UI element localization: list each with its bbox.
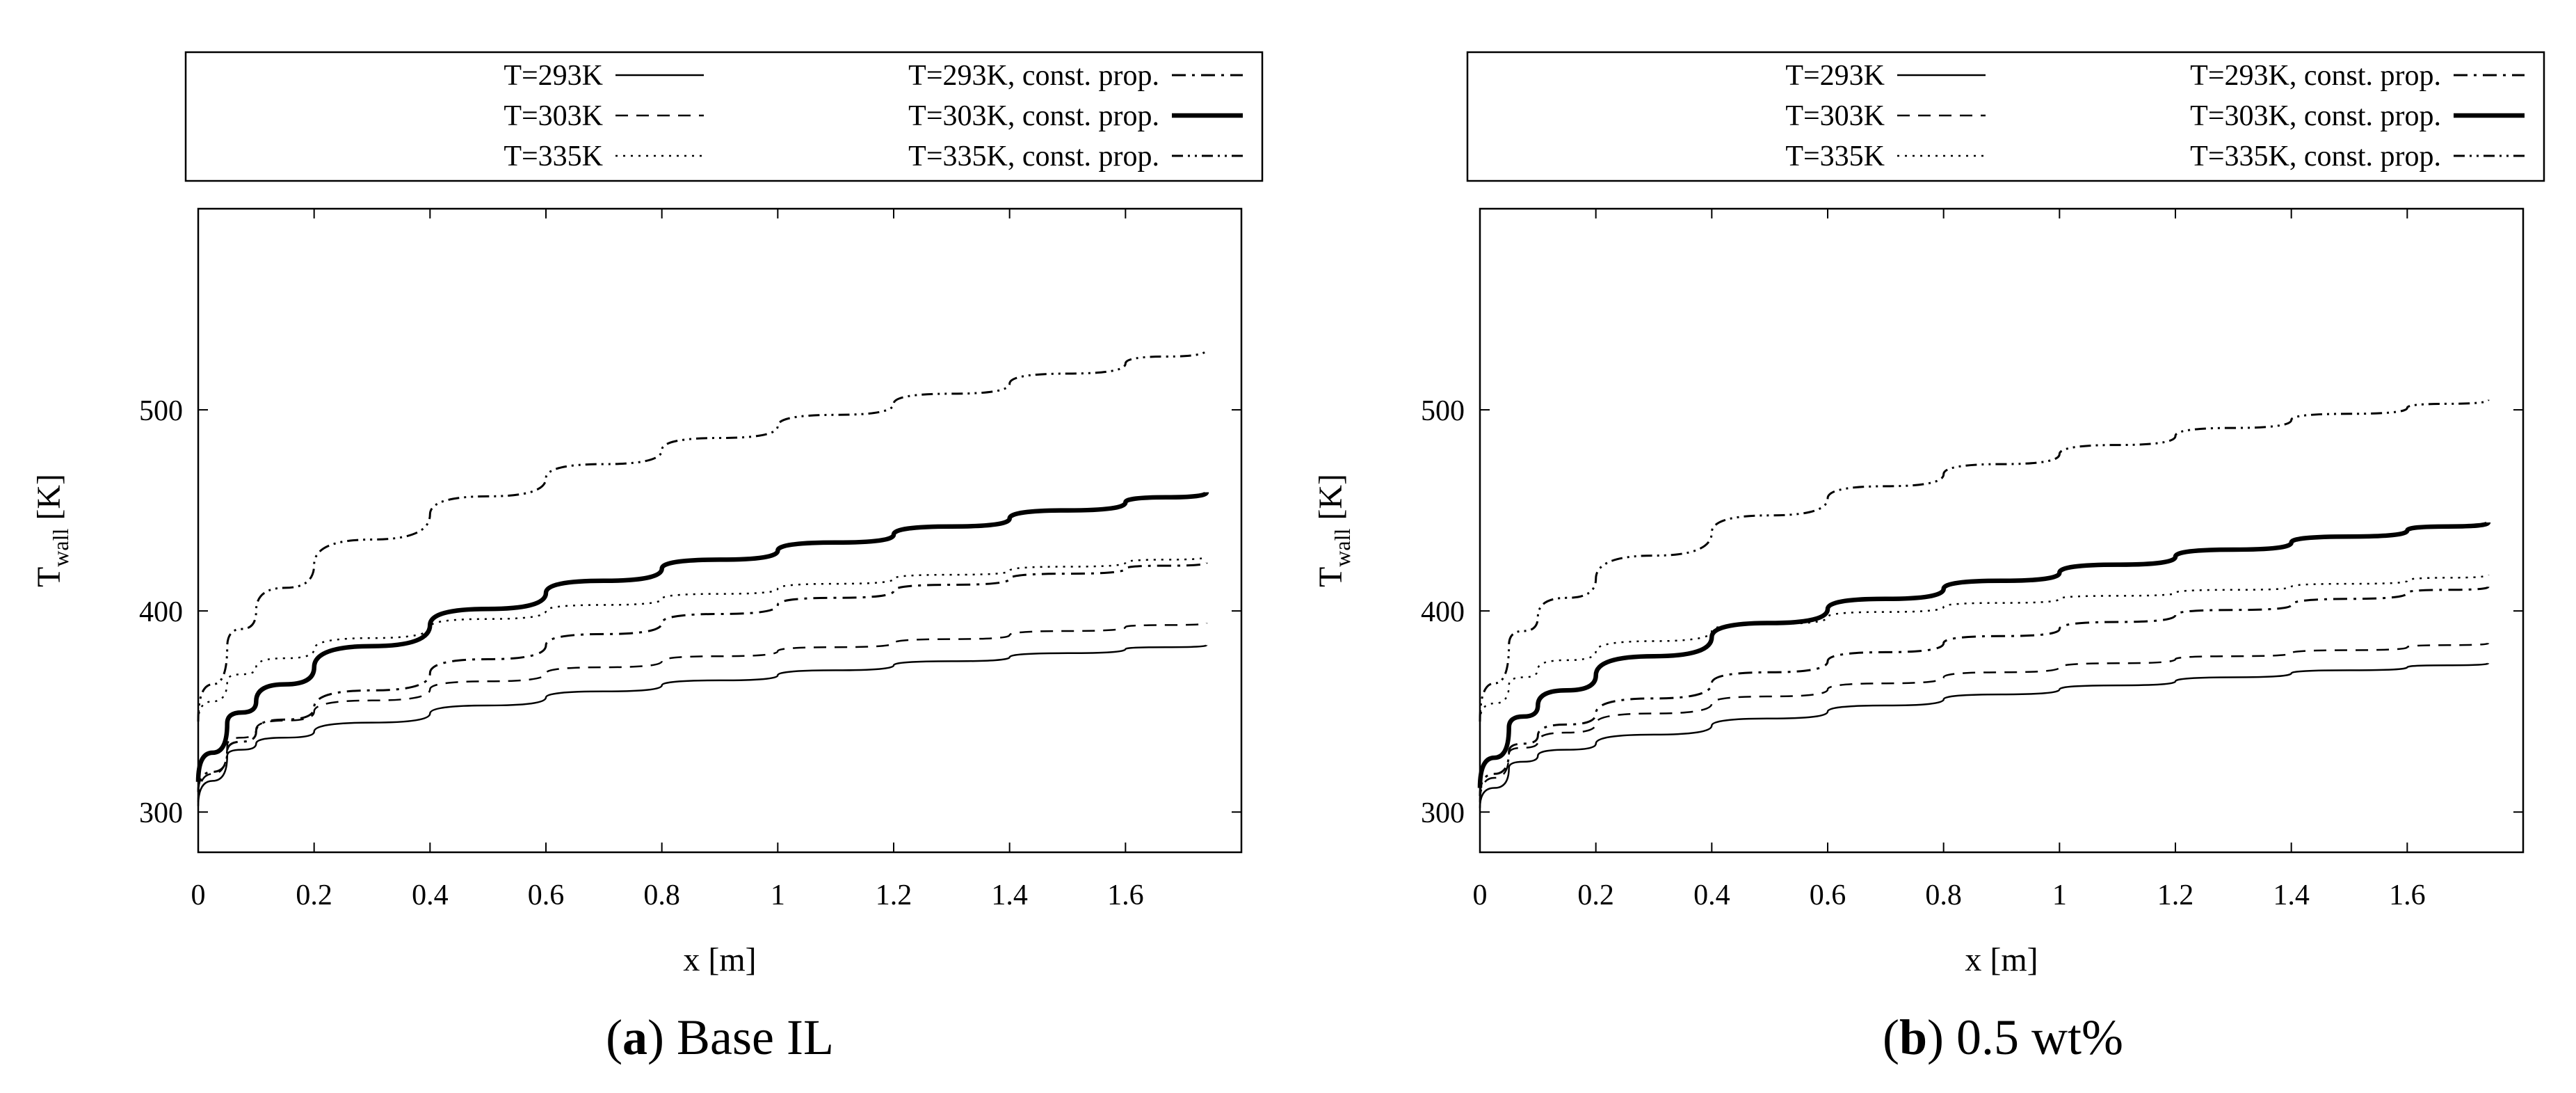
legend-item-t-293k: T=293K [504, 60, 704, 92]
x-tick-label: 0.4 [1693, 879, 1730, 911]
legend-item-t-293k-const-prop: T=293K, const. prop. [2190, 60, 2525, 92]
x-tick-label: 0.2 [296, 879, 332, 911]
legend-label: T=303K, const. prop. [2190, 100, 2441, 132]
series-line-t-303k [1479, 642, 2490, 802]
legend-label: T=303K [504, 100, 603, 132]
legend-label: T=335K, const. prop. [2190, 141, 2441, 173]
x-axis-label: x [m] [683, 941, 756, 978]
plot-frame [197, 207, 1243, 854]
x-tick-label: 0.4 [412, 879, 449, 911]
legend: T=293K T=303K T=335K T=293K, const. prop. T=… [1466, 51, 2545, 182]
legend-label: T=293K [504, 60, 603, 92]
legend-item-t-335k-const-prop: T=335K, const. prop. [908, 141, 1243, 173]
x-tick-label: 1.2 [876, 879, 912, 911]
x-tick-label: 1.6 [1107, 879, 1144, 911]
y-tick-label: 400 [139, 596, 183, 628]
y-axis-label: Twall [K] [31, 474, 73, 587]
y-tick-label: 300 [1421, 797, 1465, 829]
legend: T=293K T=303K T=335K T=293K, const. prop. T=… [184, 51, 1264, 182]
legend-label: T=303K, const. prop. [908, 100, 1159, 132]
legend-item-t-335k: T=335K [504, 141, 704, 173]
x-tick-label: 0.8 [1925, 879, 1962, 911]
panel-a: T=293K T=303K T=335K T=293K, const. prop. T=… [31, 51, 1264, 1065]
legend-label: T=335K, const. prop. [908, 141, 1159, 173]
x-tick-label: 1.4 [991, 879, 1028, 911]
y-axis-label: Twall [K] [1312, 474, 1355, 587]
series-line-t-293k [1479, 662, 2490, 808]
x-tick-label: 0.6 [1810, 879, 1846, 911]
series-line-t-303k-const-prop [1477, 521, 2491, 788]
legend-label: T=335K [1785, 141, 1885, 173]
y-tick-label: 400 [1421, 596, 1465, 628]
series-line-t-335k [197, 555, 1208, 722]
legend-label: T=293K, const. prop. [908, 60, 1159, 92]
series-line-t-293k-const-prop [1479, 585, 2490, 797]
legend-label: T=293K, const. prop. [2190, 60, 2441, 92]
legend-item-t-303k-const-prop: T=303K, const. prop. [2190, 100, 2525, 132]
legend-item-t-335k: T=335K [1785, 141, 1986, 173]
legend-item-t-303k: T=303K [504, 100, 704, 132]
legend-frame [1466, 51, 2545, 182]
panel-b: T=293K T=303K T=335K T=293K, const. prop. T=… [1312, 51, 2545, 1065]
legend-label: T=335K [504, 141, 603, 173]
plot-frame [1479, 207, 2525, 854]
series-group [1477, 399, 2491, 808]
legend-item-t-293k: T=293K [1785, 60, 1986, 92]
legend-label: T=303K [1785, 100, 1885, 132]
y-tick-label: 300 [139, 797, 183, 829]
x-tick-label: 1.4 [2273, 879, 2310, 911]
x-axis-label: x [m] [1965, 941, 2038, 978]
x-tick-label: 1 [771, 879, 785, 911]
series-line-t-293k-const-prop [197, 561, 1208, 792]
legend-item-t-335k-const-prop: T=335K, const. prop. [2190, 141, 2525, 173]
series-line-t-303k-const-prop [195, 491, 1209, 782]
series-line-t-335k-const-prop [197, 349, 1208, 722]
legend-item-t-293k-const-prop: T=293K, const. prop. [908, 60, 1243, 92]
legend-item-t-303k: T=303K [1785, 100, 1986, 132]
x-tick-label: 0.2 [1577, 879, 1614, 911]
panel-caption: (b) 0.5 wt% [1883, 1010, 2123, 1065]
series-line-t-303k [197, 622, 1208, 802]
x-tick-label: 1.6 [2389, 879, 2426, 911]
y-tick-label: 500 [1421, 395, 1465, 427]
legend-item-t-303k-const-prop: T=303K, const. prop. [908, 100, 1243, 132]
x-tick-label: 0.6 [528, 879, 565, 911]
x-tick-label: 1.2 [2157, 879, 2194, 911]
series-line-t-335k-const-prop [1479, 399, 2490, 722]
x-tick-label: 0 [191, 879, 206, 911]
series-line-t-335k [1479, 573, 2490, 722]
series-line-t-293k [197, 644, 1208, 806]
x-tick-label: 0.8 [643, 879, 680, 911]
series-group [195, 349, 1209, 806]
x-tick-label: 1 [2052, 879, 2067, 911]
y-tick-label: 500 [139, 395, 183, 427]
panel-caption: (a) Base IL [606, 1010, 834, 1065]
x-tick-label: 0 [1473, 879, 1488, 911]
legend-label: T=293K [1785, 60, 1885, 92]
legend-frame [184, 51, 1264, 182]
